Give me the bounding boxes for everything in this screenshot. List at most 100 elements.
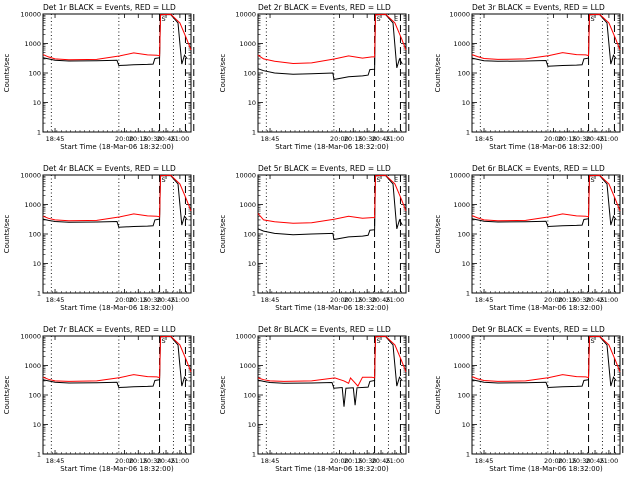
y-tick-label: 10000: [449, 171, 470, 179]
y-tick-label: 1: [37, 128, 41, 136]
lld-series-line: [42, 174, 192, 222]
x-tick-label: 20:15: [344, 457, 363, 465]
panel-det-5: Det 5r BLACK = Events, RED = LLD 1 10 100 10…: [219, 164, 410, 312]
y-tick-label: 1: [37, 289, 41, 297]
x-axis-title: Start Time (18-Mar-06 18:32:00): [60, 465, 174, 473]
y-tick-label: 10000: [20, 332, 41, 340]
x-tick-label: 20:30: [143, 135, 162, 143]
x-axis-title: Start Time (18-Mar-06 18:32:00): [60, 143, 174, 151]
x-tick-label: 20:45: [157, 296, 176, 304]
y-axis-title: Counts/sec: [434, 54, 442, 93]
x-tick-label: 20:45: [157, 457, 176, 465]
y-tick-label: 100: [244, 230, 256, 238]
panel-det-7: Det 7r BLACK = Events, RED = LLD 1 10 100 10…: [3, 325, 195, 473]
y-tick-label: 10: [33, 421, 41, 429]
y-tick-label: 100: [29, 230, 41, 238]
y-tick-label: 10000: [235, 10, 256, 18]
plot-frame: [471, 13, 621, 133]
panel-title: Det 9r BLACK = Events, RED = LLD: [472, 325, 605, 334]
x-tick-label: 20:00: [115, 135, 134, 143]
x-axis-title: Start Time (18-Mar-06 18:32:00): [489, 143, 603, 151]
region-marker-e: E: [394, 15, 398, 23]
panel-det-6: Det 6r BLACK = Events, RED = LLD 1 10 100 10…: [434, 164, 624, 312]
y-tick-label: 1000: [24, 40, 41, 48]
y-tick-label: 1000: [453, 40, 470, 48]
x-tick-label: 20:00: [330, 457, 349, 465]
x-tick-label: 21:00: [171, 296, 190, 304]
x-tick-label: 21:00: [171, 135, 190, 143]
x-tick-label: 20:00: [115, 296, 134, 304]
x-tick-label: 20:15: [558, 135, 577, 143]
y-tick-label: 1: [252, 289, 256, 297]
x-tick-label: 21:00: [600, 296, 619, 304]
y-tick-label: 1000: [24, 201, 41, 209]
plot-frame: [42, 174, 192, 294]
y-tick-label: 10: [248, 421, 256, 429]
x-tick-label: 21:00: [600, 135, 619, 143]
events-series-line: [471, 335, 617, 389]
x-tick-label: 20:30: [572, 135, 591, 143]
plot-frame: [471, 335, 621, 455]
y-axis-title: Counts/sec: [3, 54, 11, 93]
events-series-line: [42, 174, 188, 228]
panel-title: Det 8r BLACK = Events, RED = LLD: [258, 325, 391, 334]
x-tick-label: 20:15: [129, 457, 148, 465]
y-tick-label: 1: [466, 289, 470, 297]
panel-title: Det 6r BLACK = Events, RED = LLD: [472, 164, 605, 173]
lld-series-line: [471, 174, 621, 222]
lld-series-line: [42, 13, 192, 61]
y-tick-label: 1000: [24, 362, 41, 370]
panel-title: Det 2r BLACK = Events, RED = LLD: [258, 3, 391, 12]
x-tick-label: 20:00: [330, 296, 349, 304]
y-axis-title: Counts/sec: [219, 215, 227, 254]
x-tick-label: 18:45: [261, 135, 280, 143]
y-tick-label: 10: [33, 99, 41, 107]
panel-title: Det 7r BLACK = Events, RED = LLD: [43, 325, 176, 334]
y-tick-label: 1000: [239, 201, 256, 209]
y-tick-label: 100: [458, 391, 470, 399]
y-tick-label: 1000: [239, 40, 256, 48]
lld-series-line: [257, 13, 407, 65]
x-tick-label: 18:45: [475, 457, 494, 465]
plot-frame: [42, 13, 192, 133]
x-tick-label: 20:00: [330, 135, 349, 143]
region-marker-s: S: [161, 15, 165, 23]
region-marker-s: S: [590, 176, 594, 184]
panel-title: Det 4r BLACK = Events, RED = LLD: [43, 164, 176, 173]
y-tick-label: 10: [248, 260, 256, 268]
y-tick-label: 10000: [20, 10, 41, 18]
x-tick-label: 20:30: [358, 135, 377, 143]
y-tick-label: 1: [37, 450, 41, 458]
region-marker-s: S: [161, 176, 165, 184]
y-tick-label: 1: [466, 450, 470, 458]
region-marker-s: S: [376, 15, 380, 23]
x-tick-label: 18:45: [261, 296, 280, 304]
plot-frame: [257, 335, 407, 455]
lld-series-line: [257, 174, 407, 224]
x-tick-label: 20:30: [143, 296, 162, 304]
y-tick-label: 100: [244, 391, 256, 399]
region-marker-s: S: [590, 15, 594, 23]
y-tick-label: 10: [462, 421, 470, 429]
y-axis-title: Counts/sec: [434, 376, 442, 415]
x-axis-title: Start Time (18-Mar-06 18:32:00): [60, 304, 174, 312]
x-axis-title: Start Time (18-Mar-06 18:32:00): [275, 465, 389, 473]
x-tick-label: 18:45: [46, 457, 65, 465]
lld-series-line: [257, 335, 407, 387]
x-tick-label: 20:45: [372, 135, 391, 143]
x-tick-label: 20:30: [358, 296, 377, 304]
x-tick-label: 20:15: [129, 296, 148, 304]
y-tick-label: 100: [458, 69, 470, 77]
region-marker-s: S: [376, 176, 380, 184]
y-tick-label: 10000: [20, 171, 41, 179]
x-tick-label: 18:45: [261, 457, 280, 465]
y-tick-label: 1: [252, 450, 256, 458]
y-tick-label: 1000: [453, 201, 470, 209]
x-tick-label: 18:45: [46, 296, 65, 304]
x-tick-label: 20:00: [115, 457, 134, 465]
region-marker-e: E: [394, 176, 398, 184]
y-tick-label: 10000: [235, 171, 256, 179]
plot-frame: [471, 174, 621, 294]
y-tick-label: 10: [462, 260, 470, 268]
panel-det-8: Det 8r BLACK = Events, RED = LLD 1 10 100 10…: [219, 325, 410, 473]
